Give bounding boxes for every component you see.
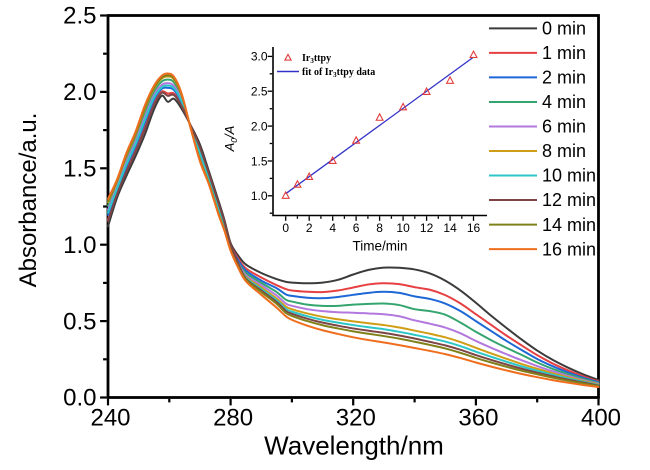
svg-text:6: 6 <box>353 221 360 235</box>
svg-text:fit of Ir3ttpy data: fit of Ir3ttpy data <box>302 67 375 79</box>
svg-text:280: 280 <box>213 405 253 432</box>
svg-text:8: 8 <box>376 221 383 235</box>
svg-text:2 min: 2 min <box>542 68 586 88</box>
svg-text:2.0: 2.0 <box>251 119 268 133</box>
svg-text:2.5: 2.5 <box>63 3 96 30</box>
svg-text:Absorbance/a.u.: Absorbance/a.u. <box>15 113 42 288</box>
svg-text:1 min: 1 min <box>542 43 586 63</box>
svg-text:10: 10 <box>396 221 410 235</box>
svg-text:14 min: 14 min <box>542 215 596 235</box>
svg-text:3.0: 3.0 <box>251 50 268 64</box>
svg-text:2.5: 2.5 <box>251 85 268 99</box>
svg-text:4 min: 4 min <box>542 92 586 112</box>
svg-text:16: 16 <box>467 221 481 235</box>
svg-text:12: 12 <box>420 221 434 235</box>
svg-text:Ir3ttpy: Ir3ttpy <box>302 53 331 65</box>
svg-text:360: 360 <box>458 405 498 432</box>
svg-text:0: 0 <box>282 221 289 235</box>
svg-text:16 min: 16 min <box>542 239 596 259</box>
svg-text:6 min: 6 min <box>542 117 586 137</box>
svg-text:320: 320 <box>336 405 376 432</box>
svg-text:1.0: 1.0 <box>63 232 96 259</box>
svg-text:10 min: 10 min <box>542 166 596 186</box>
svg-text:400: 400 <box>581 405 621 432</box>
svg-text:0.5: 0.5 <box>63 308 96 335</box>
svg-text:14: 14 <box>443 221 457 235</box>
svg-text:8 min: 8 min <box>542 141 586 161</box>
svg-text:Wavelength/nm: Wavelength/nm <box>264 431 444 461</box>
svg-text:0 min: 0 min <box>542 19 586 39</box>
svg-text:2: 2 <box>306 221 313 235</box>
svg-text:4: 4 <box>329 221 336 235</box>
svg-text:1.5: 1.5 <box>63 156 96 183</box>
svg-text:1.5: 1.5 <box>251 154 268 168</box>
svg-text:1.0: 1.0 <box>251 189 268 203</box>
svg-text:0.0: 0.0 <box>63 385 96 412</box>
svg-text:12 min: 12 min <box>542 190 596 210</box>
svg-text:2.0: 2.0 <box>63 79 96 106</box>
svg-text:240: 240 <box>90 405 130 432</box>
svg-text:A0/A: A0/A <box>222 126 239 153</box>
svg-text:Time/min: Time/min <box>352 239 407 254</box>
